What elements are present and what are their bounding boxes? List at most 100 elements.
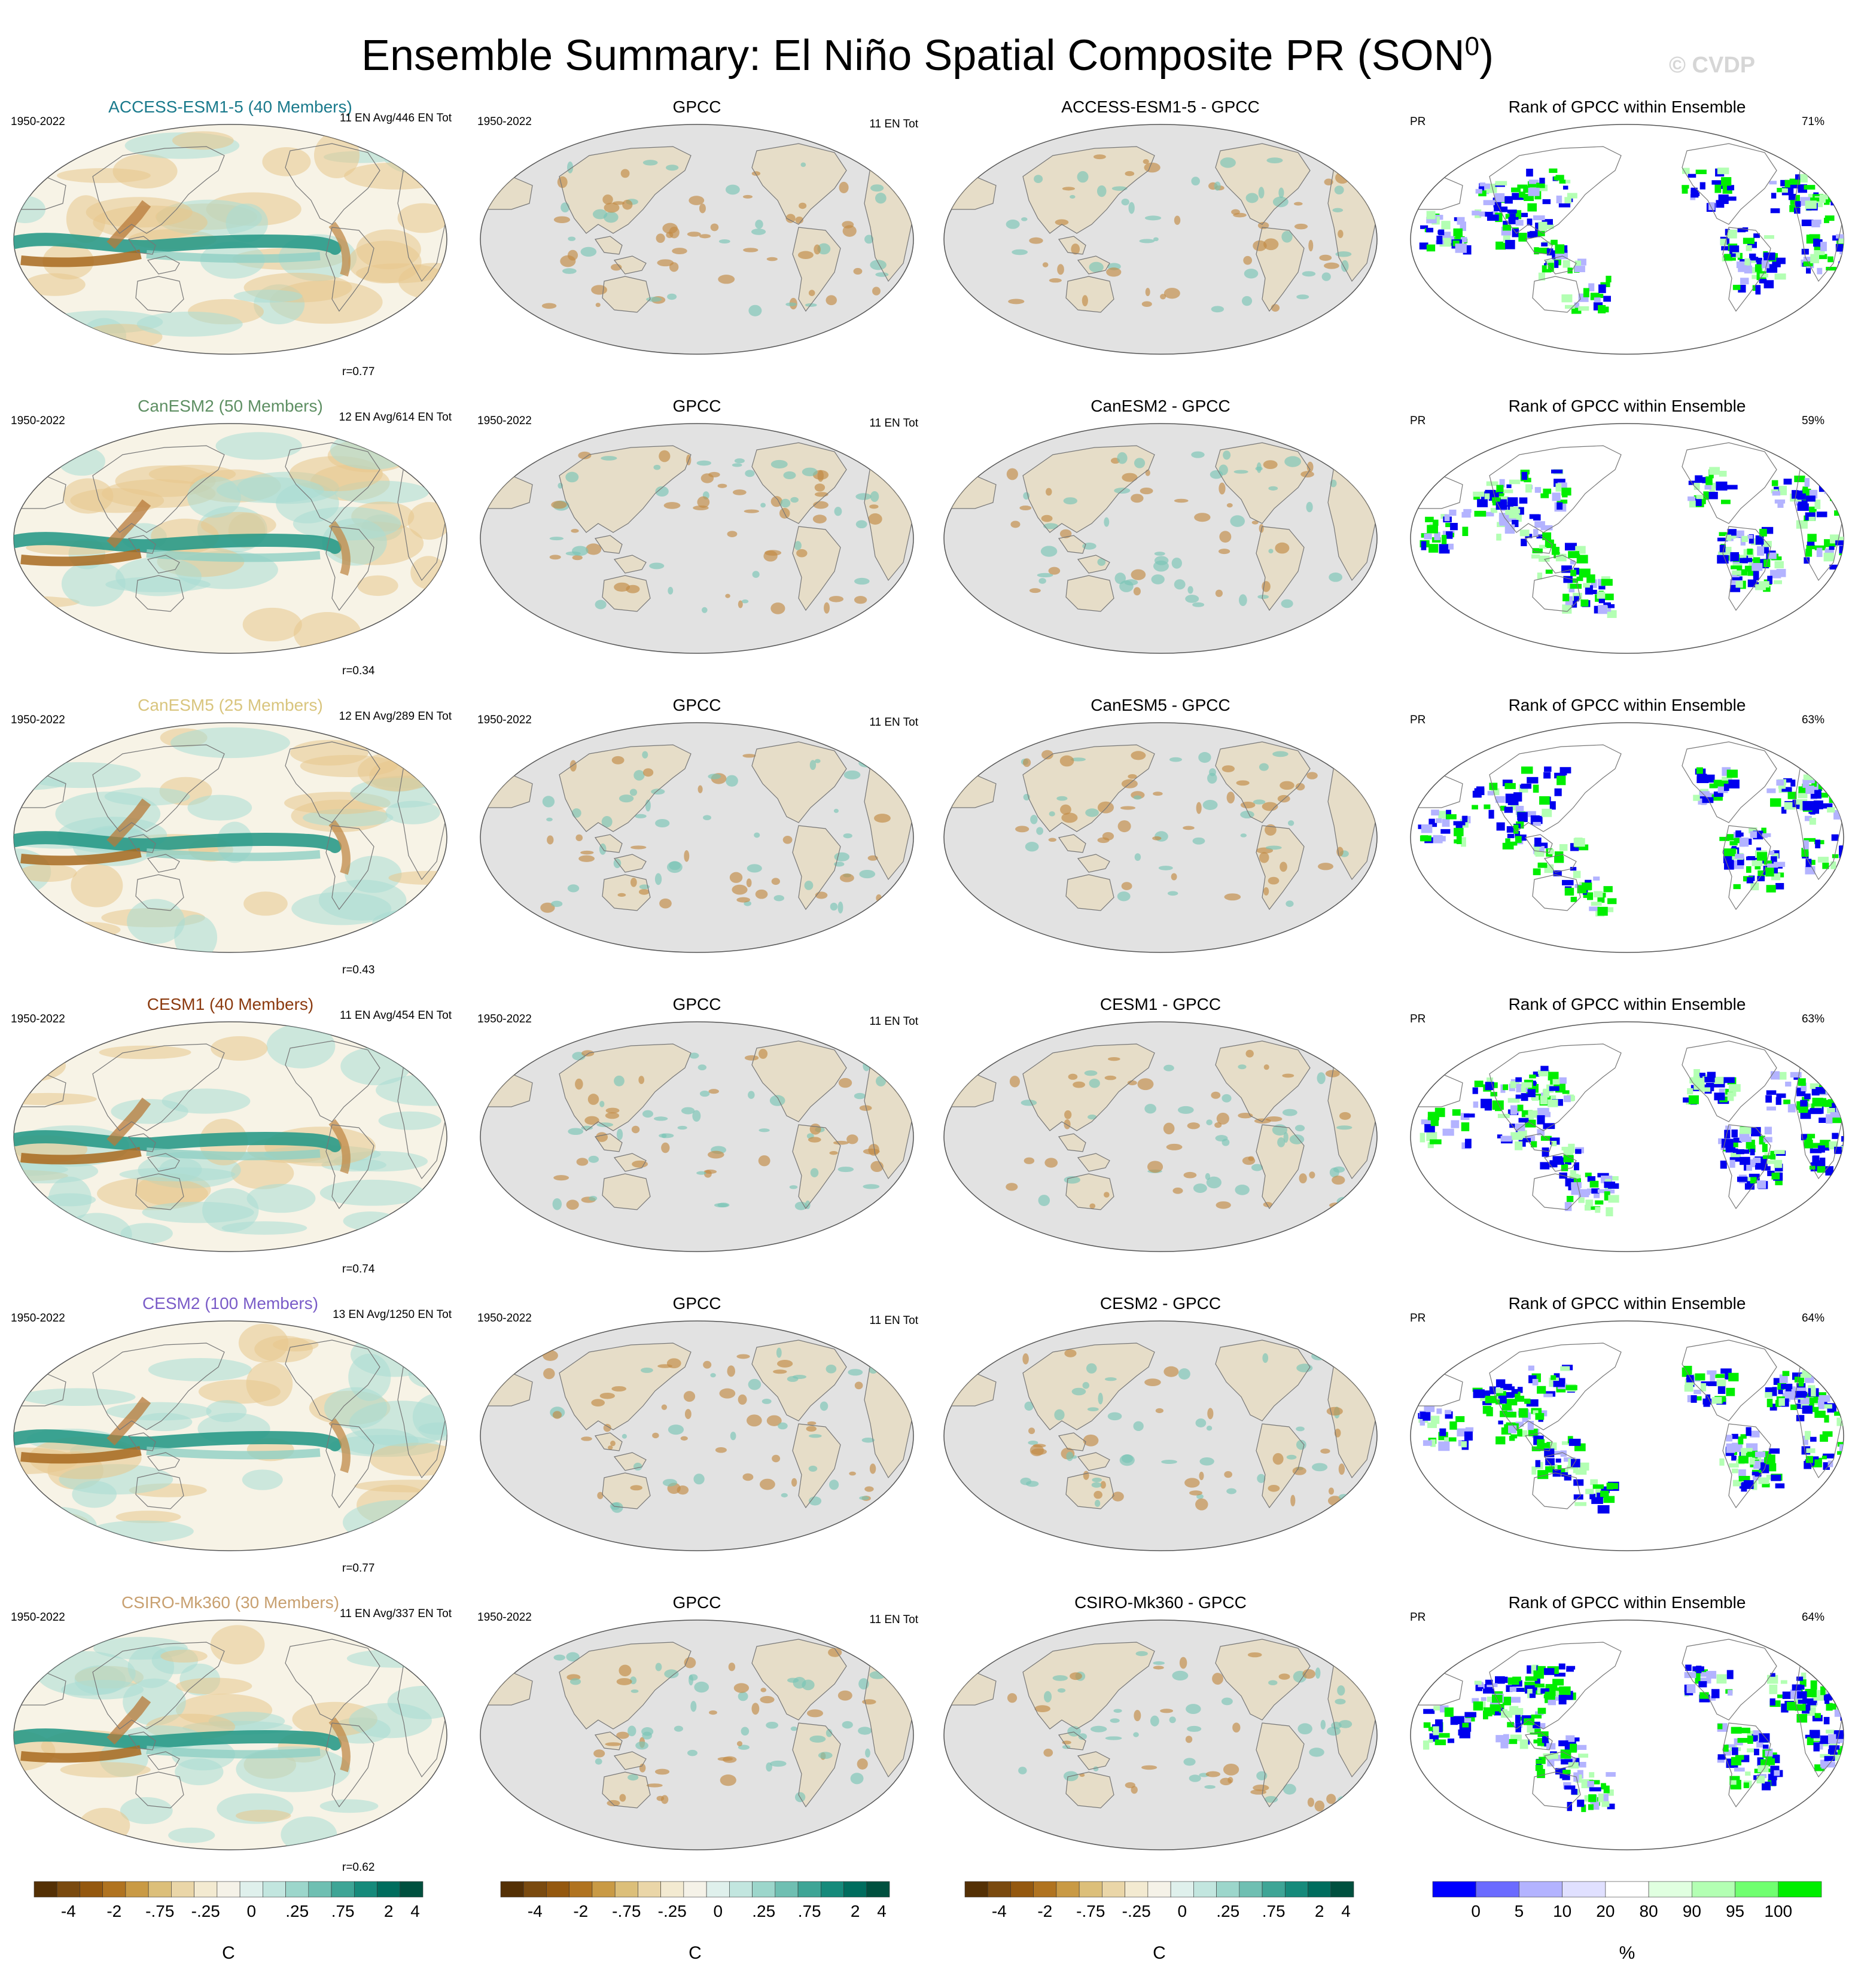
colorbar-tick-label: 90 bbox=[1683, 1902, 1701, 1920]
colorbar-swatch bbox=[1239, 1881, 1263, 1898]
colorbar-swatch bbox=[354, 1881, 377, 1898]
obs-period: 1950-2022 bbox=[477, 1611, 532, 1624]
colorbar-swatch bbox=[775, 1881, 799, 1898]
colorbar-swatch bbox=[1562, 1881, 1606, 1898]
obs-period: 1950-2022 bbox=[477, 1312, 532, 1325]
colorbar-tick-label: 0 bbox=[1177, 1902, 1187, 1920]
difference-map bbox=[939, 1017, 1382, 1256]
colorbar-unit: C bbox=[222, 1943, 235, 1963]
colorbar-tick-label: 0 bbox=[246, 1902, 256, 1920]
colorbar-swatch bbox=[1735, 1881, 1779, 1898]
obs-title: GPCC bbox=[672, 995, 721, 1013]
obs-period: 1950-2022 bbox=[477, 714, 532, 726]
difference-title: CanESM5 - GPCC bbox=[1091, 696, 1230, 714]
difference-map bbox=[939, 1316, 1382, 1555]
pattern-correlation: r=0.34 bbox=[342, 665, 375, 677]
rank-variable: PR bbox=[1410, 714, 1426, 726]
figure-title: Ensemble Summary: El Niño Spatial Compos… bbox=[0, 17, 1855, 86]
model-period: 1950-2022 bbox=[11, 415, 65, 427]
colorbar-swatch bbox=[1125, 1881, 1149, 1898]
colorbar-unit: C bbox=[689, 1943, 702, 1963]
obs-en-counts: 11 EN Tot bbox=[869, 118, 918, 130]
difference-map bbox=[939, 419, 1382, 658]
colorbar-swatch bbox=[752, 1881, 776, 1898]
obs-composite-map bbox=[476, 1017, 918, 1256]
difference-map bbox=[939, 718, 1382, 957]
colorbar-swatch bbox=[263, 1881, 286, 1898]
colorbar-swatch bbox=[56, 1881, 80, 1898]
colorbar-swatch bbox=[964, 1881, 988, 1898]
colorbar-tick-label: -.25 bbox=[658, 1902, 687, 1920]
figure-title-close: ) bbox=[1479, 32, 1494, 80]
pattern-correlation: r=0.74 bbox=[342, 1263, 375, 1275]
model-composite-map bbox=[9, 1615, 452, 1855]
colorbar-tick-label: -.75 bbox=[1076, 1902, 1105, 1920]
rank-map bbox=[1406, 1017, 1848, 1256]
rank-map bbox=[1406, 1615, 1848, 1855]
colorbar-tick-label: 2 bbox=[1315, 1902, 1324, 1920]
rank-map bbox=[1406, 718, 1848, 957]
colorbar-tick-label: 4 bbox=[877, 1902, 887, 1920]
model-title: CESM1 (40 Members) bbox=[147, 995, 314, 1013]
colorbar-tick-label: 4 bbox=[410, 1902, 420, 1920]
model-composite-map bbox=[9, 718, 452, 957]
colorbar-swatch bbox=[683, 1881, 707, 1898]
rank-map bbox=[1406, 120, 1848, 359]
colorbar-swatch bbox=[797, 1881, 821, 1898]
rank-variable: PR bbox=[1410, 1611, 1426, 1624]
colorbar-tick-label: 80 bbox=[1640, 1902, 1658, 1920]
colorbar-tick-label: -.25 bbox=[191, 1902, 220, 1920]
rank-variable: PR bbox=[1410, 1013, 1426, 1025]
colorbar-tick-label: 100 bbox=[1764, 1902, 1792, 1920]
difference-title: ACCESS-ESM1-5 - GPCC bbox=[1061, 98, 1260, 116]
anomaly-colorbar: -4 -2 -.75 -.25 0 .25 .75 2 4 bbox=[962, 1879, 1357, 1936]
colorbar-swatch bbox=[171, 1881, 194, 1898]
colorbar-swatch bbox=[1102, 1881, 1125, 1898]
colorbar-tick-label: -2 bbox=[106, 1902, 121, 1920]
colorbar-tick-label: 95 bbox=[1726, 1902, 1744, 1920]
colorbar-swatch bbox=[1079, 1881, 1102, 1898]
colorbar-tick-label: 0 bbox=[1471, 1902, 1481, 1920]
colorbar-swatch bbox=[1262, 1881, 1286, 1898]
colorbar-swatch bbox=[194, 1881, 218, 1898]
colorbar-swatch bbox=[1432, 1881, 1476, 1898]
colorbar-swatch bbox=[1147, 1881, 1171, 1898]
obs-composite-map bbox=[476, 419, 918, 658]
colorbar-swatch bbox=[843, 1881, 867, 1898]
colorbar-swatch bbox=[1284, 1881, 1308, 1898]
colorbar-swatch bbox=[1170, 1881, 1194, 1898]
rank-percent: 63% bbox=[1801, 714, 1824, 726]
model-en-counts: 13 EN Avg/1250 EN Tot bbox=[333, 1308, 452, 1321]
colorbar-unit: % bbox=[1619, 1943, 1635, 1963]
model-title: ACCESS-ESM1-5 (40 Members) bbox=[108, 98, 352, 116]
colorbar-tick-label: -4 bbox=[61, 1902, 76, 1920]
obs-composite-map bbox=[476, 120, 918, 359]
colorbar-swatch bbox=[1692, 1881, 1735, 1898]
rank-map bbox=[1406, 419, 1848, 658]
obs-en-counts: 11 EN Tot bbox=[869, 1015, 918, 1028]
obs-title: GPCC bbox=[672, 1294, 721, 1313]
pattern-correlation: r=0.77 bbox=[342, 366, 375, 378]
model-en-counts: 11 EN Avg/337 EN Tot bbox=[340, 1608, 452, 1620]
figure-title-text: Ensemble Summary: El Niño Spatial Compos… bbox=[361, 32, 1465, 80]
colorbar-swatch bbox=[377, 1881, 401, 1898]
rank-variable: PR bbox=[1410, 1312, 1426, 1325]
colorbar-tick-label: -4 bbox=[528, 1902, 543, 1920]
colorbar-tick-label: -.75 bbox=[145, 1902, 174, 1920]
model-composite-map bbox=[9, 1017, 452, 1256]
colorbar-swatch bbox=[706, 1881, 730, 1898]
model-title: CSIRO-Mk360 (30 Members) bbox=[121, 1593, 340, 1612]
colorbar-swatch bbox=[1216, 1881, 1240, 1898]
colorbar-swatch bbox=[1010, 1881, 1034, 1898]
obs-title: GPCC bbox=[672, 696, 721, 714]
colorbar-swatch bbox=[239, 1881, 263, 1898]
rank-title: Rank of GPCC within Ensemble bbox=[1508, 98, 1746, 116]
cvdp-watermark: © CVDP bbox=[1669, 53, 1756, 78]
obs-title: GPCC bbox=[672, 1593, 721, 1612]
difference-map bbox=[939, 1615, 1382, 1855]
rank-map bbox=[1406, 1316, 1848, 1555]
colorbar-swatch bbox=[523, 1881, 547, 1898]
colorbar-swatch bbox=[569, 1881, 593, 1898]
model-composite-map bbox=[9, 120, 452, 359]
pattern-correlation: r=0.43 bbox=[342, 964, 375, 976]
